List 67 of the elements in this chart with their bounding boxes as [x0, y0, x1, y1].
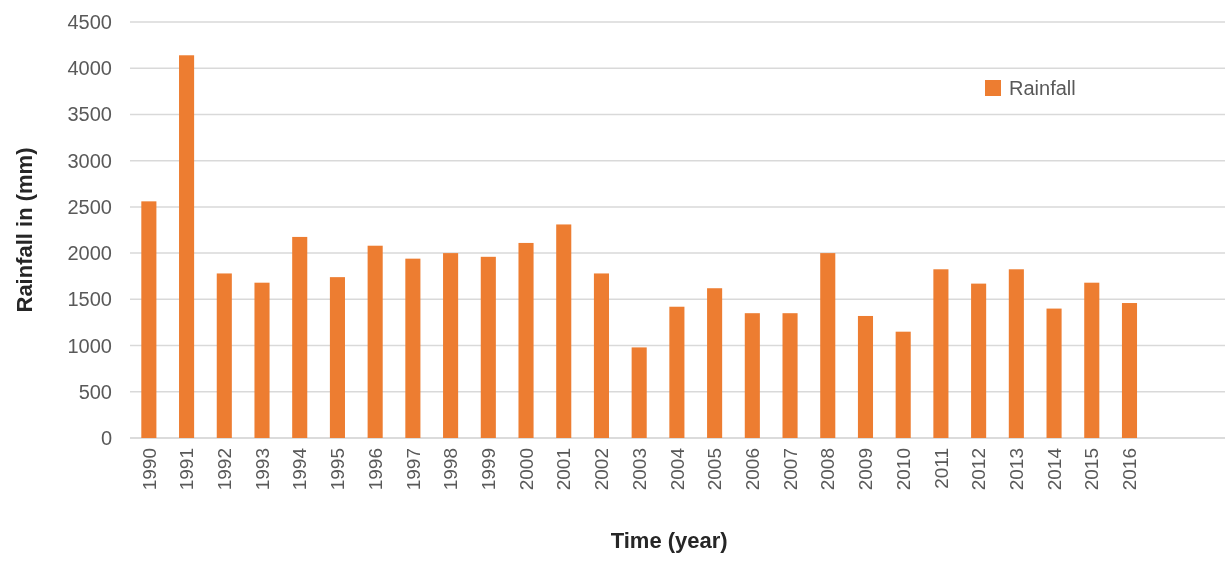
y-tick-label: 1500 — [67, 288, 112, 311]
x-tick-label: 1993 — [251, 448, 273, 491]
x-tick-label: 2003 — [628, 448, 650, 491]
x-tick-label: 2015 — [1081, 448, 1103, 491]
y-tick-label: 4000 — [67, 57, 112, 80]
bar — [405, 258, 421, 438]
bar — [820, 253, 836, 438]
y-tick-label: 2500 — [67, 195, 112, 218]
x-tick-label: 1995 — [327, 448, 349, 491]
x-tick-label: 2010 — [892, 448, 914, 491]
bar — [556, 224, 572, 438]
y-axis-title: Rainfall in (mm) — [12, 147, 37, 313]
x-tick-label: 2002 — [591, 448, 613, 491]
x-tick-label: 2000 — [515, 448, 537, 491]
x-tick-label: 2005 — [704, 448, 726, 491]
y-tick-label: 3000 — [67, 149, 112, 172]
x-tick-label: 2007 — [779, 448, 801, 491]
bar — [744, 313, 760, 438]
x-tick-label: 2008 — [817, 448, 839, 491]
y-tick-label: 0 — [100, 427, 112, 449]
x-tick-label: 2006 — [741, 448, 763, 491]
bar — [593, 273, 609, 438]
x-tick-label: 2011 — [930, 448, 952, 489]
bar — [480, 256, 496, 438]
x-tick-label: 2004 — [666, 447, 688, 491]
bar — [329, 277, 345, 438]
x-tick-label: 1997 — [402, 448, 424, 491]
bar — [782, 313, 798, 438]
bar — [518, 242, 534, 438]
x-tick-label: 1992 — [213, 448, 235, 491]
bar — [857, 315, 874, 438]
x-tick-label: 2014 — [1043, 447, 1065, 491]
x-tick-label: 2012 — [968, 448, 990, 491]
bar — [631, 347, 647, 438]
bar — [367, 245, 383, 438]
y-tick-label: 1000 — [67, 334, 112, 357]
bar — [895, 331, 911, 438]
x-tick-label: 1998 — [440, 448, 462, 491]
x-tick-label: 2013 — [1005, 448, 1027, 491]
bar — [933, 269, 949, 438]
bar — [443, 253, 459, 438]
bar — [707, 288, 723, 438]
bar — [179, 55, 195, 438]
bar — [1008, 269, 1024, 438]
y-tick-label: 4500 — [67, 11, 112, 33]
y-tick-label: 3500 — [67, 103, 112, 126]
x-axis-title: Time (year) — [610, 528, 728, 553]
x-tick-label: 1999 — [477, 448, 499, 491]
x-tick-label: 2001 — [553, 448, 575, 491]
bar — [1121, 303, 1138, 438]
bar — [1046, 308, 1062, 438]
bar — [292, 236, 308, 438]
bar — [669, 306, 685, 438]
x-tick-label: 1990 — [138, 448, 160, 491]
bar — [254, 282, 270, 438]
bar — [971, 283, 987, 438]
x-tick-label: 2009 — [855, 448, 877, 491]
bar — [141, 201, 157, 438]
x-tick-label: 2016 — [1119, 448, 1141, 491]
bar — [216, 273, 232, 438]
x-tick-label: 1994 — [289, 447, 311, 491]
y-tick-label: 2000 — [67, 242, 112, 265]
x-tick-label: 1991 — [176, 448, 198, 491]
legend-label: Rainfall — [1009, 77, 1076, 99]
bar — [1084, 282, 1100, 438]
y-tick-label: 500 — [78, 380, 112, 403]
x-tick-label: 1996 — [364, 448, 386, 491]
